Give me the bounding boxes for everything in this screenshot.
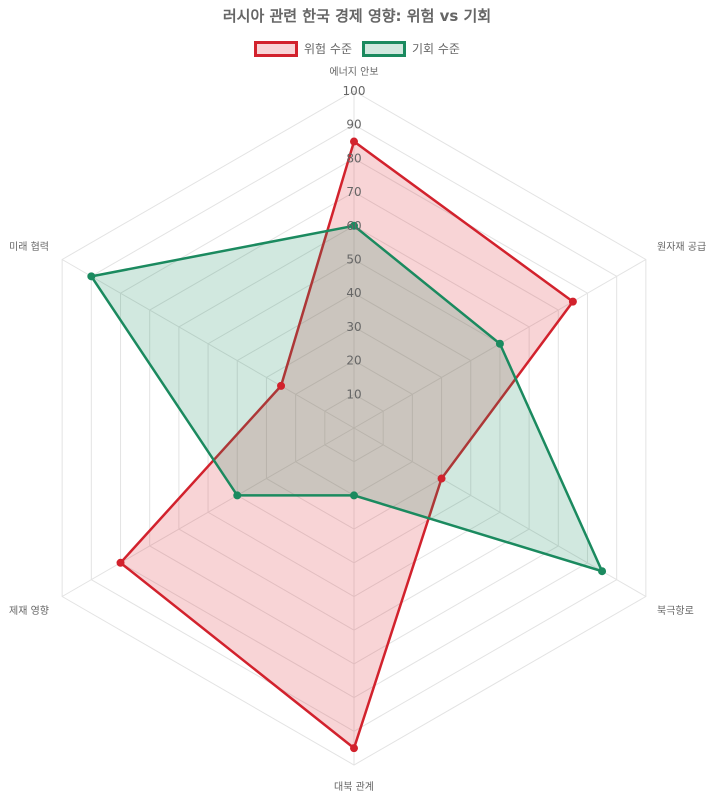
legend-swatch-risk [254, 40, 299, 57]
series-1-point-0 [350, 221, 358, 230]
tick-label-90: 90 [346, 118, 361, 132]
axis-label-0: 에너지 안보 [329, 66, 378, 78]
axis-label-1: 원자재 공급 [657, 241, 706, 253]
tick-label-70: 70 [346, 185, 361, 199]
axis-label-5: 미래 협력 [9, 240, 49, 253]
legend-swatch-opportunity [362, 40, 406, 57]
tick-label-50: 50 [346, 253, 361, 267]
series-1-point-2 [598, 567, 607, 576]
series-0-point-1 [568, 297, 577, 306]
tick-label-30: 30 [346, 320, 361, 334]
series-1-point-4 [233, 491, 242, 500]
axis-label-4: 제재 영향 [9, 605, 49, 617]
tick-label-100: 100 [343, 84, 366, 98]
legend: 위험 수준 기회 수준 [0, 40, 714, 57]
axis-label-2: 북극항로 [657, 605, 694, 617]
tick-label-10: 10 [346, 387, 361, 401]
tick-label-80: 80 [346, 151, 361, 165]
spoke-2 [353, 427, 647, 597]
series-0-point-0 [350, 137, 358, 146]
legend-item-opportunity[interactable]: 기회 수준 [362, 40, 460, 57]
tick-label-60: 60 [346, 219, 361, 233]
series-0-point-5 [277, 381, 286, 390]
spoke-4 [61, 427, 355, 597]
legend-item-risk[interactable]: 위험 수준 [254, 40, 352, 57]
series-1-point-3 [350, 491, 358, 500]
tick-label-20: 20 [346, 354, 361, 368]
chart-title: 러시아 관련 한국 경제 영향: 위험 vs 기회 [222, 7, 492, 25]
series-1-point-1 [495, 339, 504, 348]
spoke-5 [61, 259, 355, 429]
legend-label-risk: 위험 수준 [304, 42, 352, 56]
legend-label-opportunity: 기회 수준 [412, 42, 460, 56]
series-1-point-5 [87, 272, 96, 281]
axis-label-3: 대북 관계 [334, 781, 374, 793]
series-0-point-3 [350, 744, 358, 753]
tick-label-40: 40 [346, 286, 361, 300]
series-0-point-2 [437, 474, 446, 483]
series-0-point-4 [116, 558, 125, 567]
